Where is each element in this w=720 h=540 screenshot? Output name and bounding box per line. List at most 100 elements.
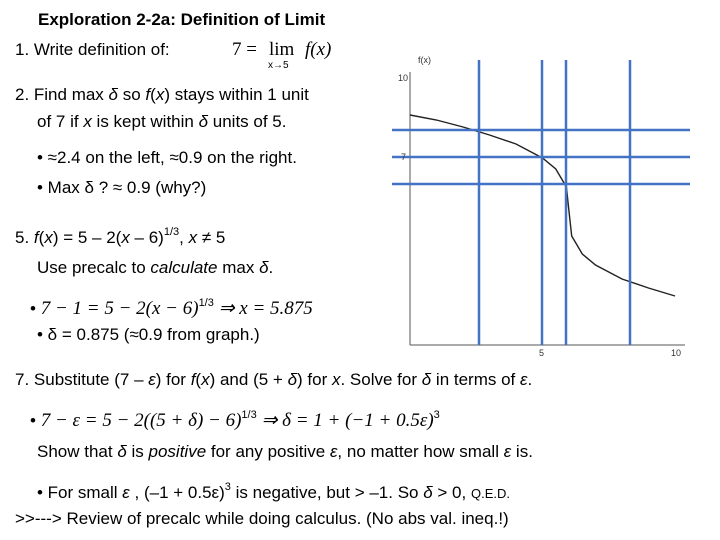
text-segment: calculate xyxy=(150,258,218,277)
text-segment: δ xyxy=(421,370,432,389)
text-segment: ) = 5 – 2( xyxy=(52,228,122,247)
text-segment: is negative, but > –1. So xyxy=(230,483,424,502)
text-segment: δ xyxy=(108,85,118,104)
text-segment: δ xyxy=(423,483,433,502)
text-segment: • ≈2.4 on the left, ≈0.9 on the right. xyxy=(37,148,297,167)
guide-lines xyxy=(392,60,690,345)
text-segment: , xyxy=(179,228,189,247)
text-segment: 1/3 xyxy=(198,297,214,309)
text-segment: ) stays within 1 unit xyxy=(164,85,309,104)
text-segment: ( xyxy=(38,228,45,247)
text-segment: ε xyxy=(329,442,338,461)
graph-background xyxy=(385,40,695,360)
text-segment: Use precalc to xyxy=(37,258,151,277)
text-line: >>---> Review of precalc while doing cal… xyxy=(15,509,509,529)
text-segment: Show that xyxy=(37,442,118,461)
text-segment: Q.E.D. xyxy=(470,486,510,501)
text-segment: • For small xyxy=(37,483,123,502)
text-line: Use precalc to calculate max δ. xyxy=(37,258,273,278)
tick-label: 5 xyxy=(539,348,544,358)
text-segment: , (–1 + 0.5ε) xyxy=(129,483,225,502)
text-line: • δ = 0.875 (≈0.9 from graph.) xyxy=(37,325,260,345)
text-segment: 3 xyxy=(224,481,231,493)
text-segment: f xyxy=(145,85,151,104)
text-segment: ) for xyxy=(155,370,191,389)
text-segment: 1/3 xyxy=(163,226,180,238)
definition-function: f(x) xyxy=(305,39,332,60)
text-segment: 1/3 xyxy=(241,409,257,421)
text-line: of 7 if x is kept within δ units of 5. xyxy=(37,112,286,132)
text-segment: • Max δ ? ≈ 0.9 (why?) xyxy=(37,178,207,197)
text-segment: ⇒ δ = 1 + (−1 + 0.5ε) xyxy=(256,410,434,431)
text-segment: is kept within xyxy=(91,112,199,131)
text-segment: so xyxy=(118,85,146,104)
tick-label: 7 xyxy=(401,152,406,162)
definition-lhs: 7 = xyxy=(232,39,257,60)
tick-label: 10 xyxy=(671,348,681,358)
text-segment: • δ = 0.875 (≈0.9 from graph.) xyxy=(37,325,260,344)
text-segment: 3 xyxy=(433,409,440,421)
text-segment: . Solve for xyxy=(340,370,422,389)
text-segment: ) and (5 + xyxy=(209,370,288,389)
text-segment: . xyxy=(527,370,533,389)
text-line: 7. Substitute (7 – ε) for f(x) and (5 + … xyxy=(15,370,532,390)
text-segment: 7 − ε = 5 − 2((5 + δ) − 6) xyxy=(40,410,242,431)
text-segment: x xyxy=(155,85,165,104)
text-line: • 7 − ε = 5 − 2((5 + δ) − 6)1/3 ⇒ δ = 1 … xyxy=(30,405,440,431)
text-segment: > 0, xyxy=(432,483,471,502)
text-segment: ε xyxy=(503,442,512,461)
tick-label: 10 xyxy=(398,73,408,83)
text-segment: x xyxy=(83,112,92,131)
text-segment: , no matter how small xyxy=(337,442,504,461)
text-segment: δ xyxy=(198,112,209,131)
text-segment: x xyxy=(331,370,341,389)
text-segment: • xyxy=(30,411,41,430)
text-segment: – 6) xyxy=(129,228,164,247)
text-segment: f xyxy=(33,228,39,247)
text-segment: is xyxy=(126,442,149,461)
text-segment: • xyxy=(30,299,41,318)
text-segment: 2. Find max xyxy=(15,85,109,104)
text-segment: . xyxy=(268,258,274,277)
text-segment: 7 − 1 = 5 − 2(x − 6) xyxy=(40,298,199,319)
definition-subscript: x→5 xyxy=(268,60,289,71)
text-segment: ε xyxy=(122,483,130,502)
text-segment: ) for xyxy=(297,370,332,389)
text-line: • For small ε , (–1 + 0.5ε)3 is negative… xyxy=(37,477,510,504)
text-segment: ε xyxy=(520,370,528,389)
definition-lim: lim xyxy=(269,39,295,60)
text-segment: ≠ 5 xyxy=(197,228,226,247)
text-segment: is. xyxy=(511,442,533,461)
text-segment: in terms of xyxy=(431,370,520,389)
text-segment: x xyxy=(201,370,210,389)
text-segment: x xyxy=(188,228,198,247)
text-segment: of 7 if xyxy=(37,112,84,131)
text-segment: ⇒ x = 5.875 xyxy=(213,298,313,319)
text-segment: δ xyxy=(117,442,127,461)
text-segment: f xyxy=(190,370,196,389)
text-segment: max xyxy=(217,258,260,277)
text-line: • ≈2.4 on the left, ≈0.9 on the right. xyxy=(37,148,297,168)
text-segment: 7. Substitute (7 – xyxy=(15,370,149,389)
text-segment: x xyxy=(44,228,53,247)
text-segment: units of 5. xyxy=(208,112,287,131)
text-segment: δ xyxy=(259,258,269,277)
text-line: • 7 − 1 = 5 − 2(x − 6)1/3 ⇒ x = 5.875 xyxy=(30,293,313,319)
y-axis-label: f(x) xyxy=(418,55,431,65)
text-line: 2. Find max δ so f(x) stays within 1 uni… xyxy=(15,85,309,105)
text-segment: ( xyxy=(150,85,156,104)
text-segment: >>---> Review of precalc while doing cal… xyxy=(15,509,509,528)
text-line: • Max δ ? ≈ 0.9 (why?) xyxy=(37,178,206,198)
text-segment: x xyxy=(121,228,130,247)
text-line: 5. f(x) = 5 – 2(x – 6)1/3, x ≠ 5 xyxy=(15,222,225,248)
text-line: Show that δ is positive for any positive… xyxy=(37,442,533,462)
text-segment: ( xyxy=(195,370,202,389)
title: Exploration 2-2a: Definition of Limit xyxy=(38,10,326,29)
text-segment: δ xyxy=(287,370,298,389)
text-segment: 5. xyxy=(15,228,34,247)
definition-label: 1. Write definition of: xyxy=(15,40,170,59)
text-segment: for any positive xyxy=(206,442,330,461)
text-segment: ε xyxy=(148,370,156,389)
